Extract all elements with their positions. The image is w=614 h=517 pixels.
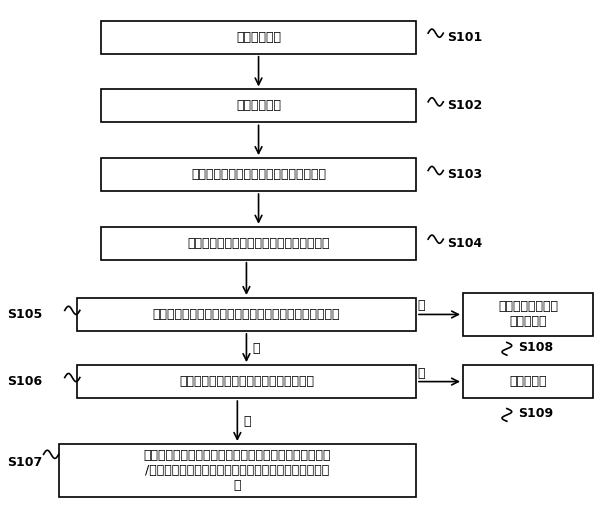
FancyBboxPatch shape bbox=[101, 158, 416, 191]
Text: 采样设定温度: 采样设定温度 bbox=[236, 99, 281, 112]
Text: S108: S108 bbox=[518, 341, 553, 354]
FancyBboxPatch shape bbox=[77, 298, 416, 331]
FancyBboxPatch shape bbox=[463, 365, 593, 398]
Text: 计算设定温度和回风温度之间的实时温差: 计算设定温度和回风温度之间的实时温差 bbox=[191, 168, 326, 181]
Text: 否: 否 bbox=[418, 299, 425, 312]
Text: S101: S101 bbox=[448, 31, 483, 44]
Text: 是: 是 bbox=[243, 415, 251, 428]
Text: S107: S107 bbox=[7, 457, 42, 469]
Text: 判定所述实时温差是否属于温差干预区间: 判定所述实时温差是否属于温差干预区间 bbox=[179, 375, 314, 388]
Text: 判定所述设定压缩机运行频率是否为压缩机最小运行频率: 判定所述设定压缩机运行频率是否为压缩机最小运行频率 bbox=[153, 308, 340, 321]
Text: S104: S104 bbox=[448, 237, 483, 250]
Text: S109: S109 bbox=[518, 407, 553, 420]
FancyBboxPatch shape bbox=[77, 365, 416, 398]
FancyBboxPatch shape bbox=[463, 293, 593, 336]
Text: S106: S106 bbox=[7, 375, 42, 388]
Text: 基于所述实时温差获取设定压缩机运行频率: 基于所述实时温差获取设定压缩机运行频率 bbox=[187, 237, 330, 250]
FancyBboxPatch shape bbox=[101, 21, 416, 54]
Text: 否: 否 bbox=[418, 367, 425, 379]
FancyBboxPatch shape bbox=[101, 227, 416, 260]
Text: S105: S105 bbox=[7, 308, 42, 321]
Text: 是: 是 bbox=[252, 342, 260, 355]
Text: 如果所述实时温差属于温差干预区间，则控制室内风机和
/或室外风机工作在干预转速；压缩机工作在最小运行频
率: 如果所述实时温差属于温差干预区间，则控制室内风机和 /或室外风机工作在干预转速；… bbox=[144, 449, 331, 492]
FancyBboxPatch shape bbox=[59, 444, 416, 497]
Text: S102: S102 bbox=[448, 99, 483, 112]
Text: 按照设定压缩机运
行频率运行: 按照设定压缩机运 行频率运行 bbox=[498, 300, 558, 328]
Text: S103: S103 bbox=[448, 168, 483, 181]
Text: 压缩机停机: 压缩机停机 bbox=[510, 375, 547, 388]
Text: 采样回风温度: 采样回风温度 bbox=[236, 31, 281, 44]
FancyBboxPatch shape bbox=[101, 89, 416, 123]
